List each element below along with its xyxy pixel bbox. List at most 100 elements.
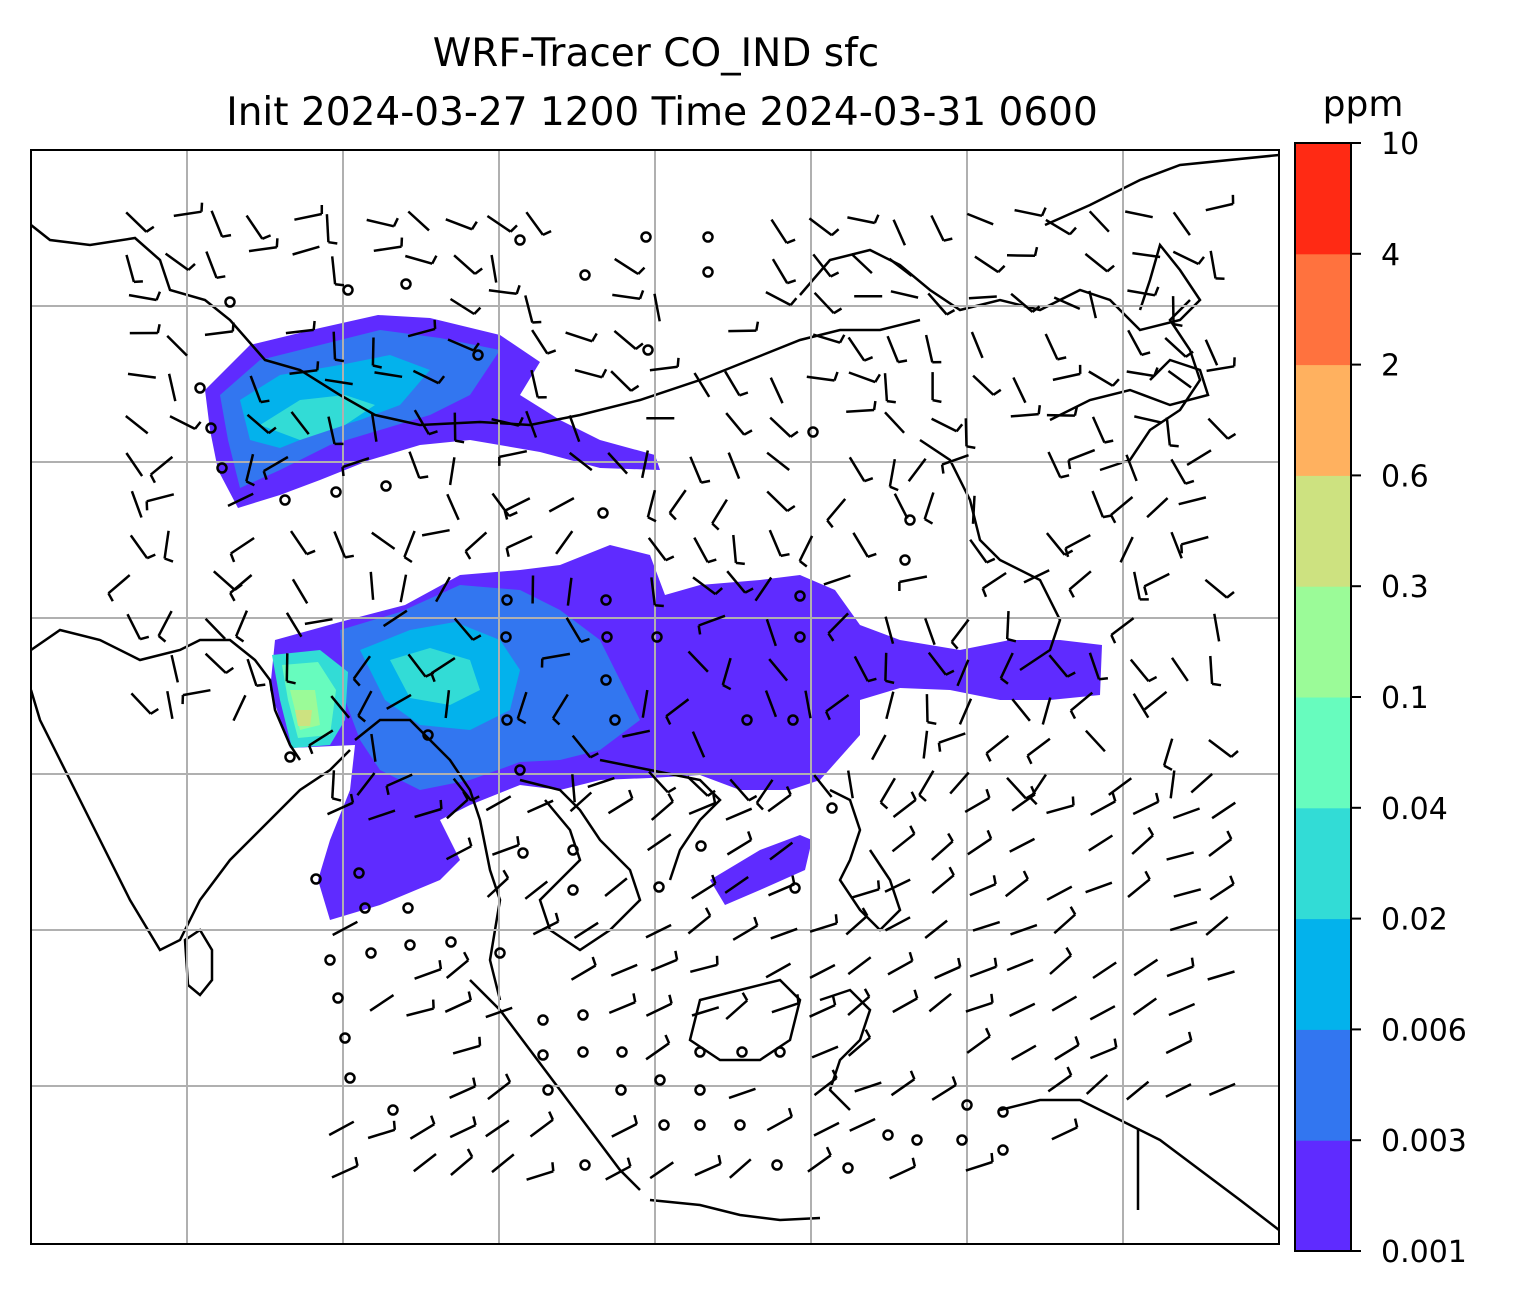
- wind-barb-shaft: [163, 530, 170, 559]
- wind-barb-shaft: [1010, 1044, 1037, 1061]
- wind-barb-shaft: [1053, 296, 1081, 311]
- wind-barb-shaft: [653, 293, 661, 322]
- wind-barb-shaft: [370, 733, 377, 762]
- wind-barb-shaft: [612, 293, 641, 301]
- wind-barb-shaft: [1132, 800, 1159, 816]
- calm-wind-circle: [651, 631, 663, 643]
- wind-barb-shaft: [769, 841, 794, 861]
- wind-barb-shaft: [1068, 448, 1096, 462]
- wind-barb-shaft: [1206, 365, 1235, 373]
- wind-barb-flag: [503, 510, 509, 520]
- wind-barb-shaft: [1170, 531, 1183, 559]
- wind-barb-shaft: [1180, 535, 1209, 546]
- wind-barb-shaft: [1167, 369, 1192, 389]
- wind-barb-flag: [1098, 676, 1109, 681]
- wind-barb-shaft: [245, 214, 264, 240]
- wind-barb-shaft: [386, 773, 413, 788]
- calm-wind-circle: [514, 234, 526, 246]
- wind-barb-shaft: [367, 1128, 396, 1140]
- wind-barb-shaft: [126, 613, 142, 640]
- wind-barb-shaft: [725, 412, 746, 436]
- wind-barb-flag: [216, 275, 226, 280]
- wind-barb-flag: [1153, 286, 1160, 296]
- wind-barb-shaft: [930, 840, 954, 861]
- wind-barb-shaft: [1134, 415, 1162, 424]
- wind-barb-flag: [312, 320, 316, 331]
- wind-barb-flag: [1029, 797, 1038, 806]
- wind-barb-shaft: [248, 246, 277, 253]
- wind-barb-flag: [472, 634, 482, 641]
- wind-barb-shaft: [1053, 913, 1077, 935]
- calm-wind-circle: [794, 590, 806, 602]
- wind-barb-shaft: [369, 994, 395, 1012]
- wind-barb-shaft: [399, 574, 408, 603]
- wind-barb-flag: [951, 1076, 958, 1086]
- wind-barb-flag: [1143, 586, 1148, 596]
- wind-barb-flag: [712, 794, 717, 804]
- wind-barb-shaft: [1046, 413, 1075, 417]
- colorbar-tick-label: 0.001: [1381, 1235, 1467, 1270]
- wind-barb-flag: [548, 1111, 555, 1121]
- calm-wind-circle: [600, 594, 612, 606]
- colorbar-tick-label: 0.3: [1381, 570, 1429, 605]
- wind-barb-flag: [516, 836, 520, 846]
- wind-barb-shaft: [890, 1078, 916, 1097]
- wind-barb-flag: [439, 799, 443, 810]
- wind-barb-shaft: [1207, 417, 1229, 440]
- wind-barb-shaft: [1006, 776, 1027, 800]
- wind-barb-shaft: [924, 617, 936, 646]
- wind-barb-flag: [833, 371, 839, 381]
- wind-barb-shaft: [725, 807, 753, 821]
- wind-barb-shaft: [849, 1117, 876, 1132]
- wind-barb-shaft: [1143, 572, 1170, 588]
- wind-barb-shaft: [524, 295, 534, 323]
- wind-barb-flag: [1057, 356, 1067, 361]
- wind-barb-shaft: [487, 1081, 511, 1101]
- wind-barb-shaft: [689, 963, 718, 974]
- wind-barb-shaft: [570, 964, 597, 981]
- wind-barb-shaft: [691, 731, 706, 758]
- wind-barb-shaft: [622, 729, 651, 738]
- wind-barb-flag: [863, 988, 871, 998]
- wind-barb-flag: [943, 237, 953, 242]
- wind-barb-shaft: [446, 798, 469, 820]
- coastline-india-west: [31, 628, 302, 761]
- wind-barb-flag: [472, 1077, 477, 1087]
- wind-barb-shaft: [1172, 250, 1200, 266]
- calm-wind-circle: [359, 902, 371, 914]
- wind-barb-flag: [580, 637, 590, 644]
- wind-barb-shaft: [548, 497, 575, 513]
- wind-barb-shaft: [728, 1087, 756, 1100]
- wind-barb-shaft: [1084, 729, 1106, 753]
- calm-wind-circle: [640, 231, 652, 243]
- wind-barb-flag: [992, 875, 997, 885]
- calm-wind-circle: [694, 1046, 706, 1058]
- calm-wind-circle: [695, 840, 707, 852]
- wind-barb-shaft: [234, 610, 249, 637]
- wind-barb-flag: [600, 368, 608, 378]
- calm-wind-circle: [501, 594, 513, 606]
- wind-barb-shaft: [1165, 417, 1172, 446]
- wind-barb-flag: [1111, 792, 1117, 802]
- colorbar-segment: [1295, 253, 1351, 366]
- wind-barb-shaft: [807, 1154, 832, 1173]
- wind-barb-shaft: [770, 927, 798, 940]
- calm-wind-circle: [734, 1119, 746, 1131]
- wind-barb-shaft: [732, 534, 738, 564]
- wind-barb-shaft: [1132, 997, 1158, 1016]
- wind-barb-flag: [352, 678, 361, 687]
- wind-barb-shaft: [249, 375, 262, 403]
- wind-barb-flag: [1169, 444, 1179, 448]
- wind-barb-shaft: [229, 574, 253, 594]
- wind-barb-flag: [638, 289, 645, 300]
- wind-barb-flag: [955, 423, 964, 433]
- wind-barb-shaft: [1088, 834, 1114, 852]
- calm-wind-circle: [694, 1084, 706, 1096]
- wind-barb-flag: [438, 960, 443, 970]
- wind-barb-shaft: [879, 777, 896, 804]
- wind-barb-shaft: [448, 457, 456, 486]
- wind-barb-flag: [791, 875, 796, 885]
- wind-barb-shaft: [449, 1085, 476, 1099]
- wind-barb-shaft: [1092, 961, 1117, 980]
- wind-barb-flag: [986, 829, 993, 840]
